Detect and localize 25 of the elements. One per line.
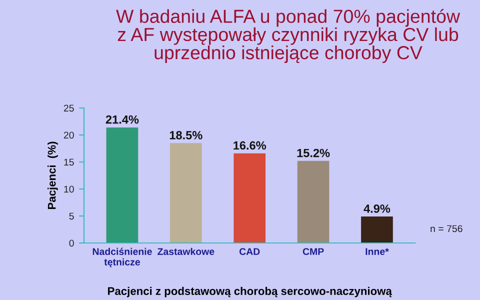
- bar: [170, 143, 202, 243]
- x-tick-label: Inne*: [366, 248, 389, 255]
- y-tick-label: 0: [69, 240, 74, 247]
- data-label: 21.4%: [106, 115, 139, 124]
- bar: [361, 216, 393, 243]
- data-label: 18.5%: [170, 131, 202, 140]
- y-tick-label: 25: [64, 104, 74, 112]
- x-tick-label: Nadciśnienie tętnicze: [92, 248, 152, 268]
- y-axis-title: Pacjenci (%): [48, 142, 58, 210]
- x-tick-label: CAD: [239, 248, 260, 255]
- y-tick-label: 15: [64, 158, 74, 166]
- data-label: 16.6%: [234, 141, 266, 150]
- bar: [234, 153, 266, 243]
- bar: [106, 127, 138, 243]
- text: n = 756: [430, 225, 462, 232]
- chart-title: W badaniu ALFA u ponad 70% pacjentów z AF występowały czynniki ryzyka CV lub uprzednio istniejące choroby CV: [116, 9, 460, 64]
- y-tick-label: 5: [69, 212, 74, 220]
- bar: [297, 160, 330, 243]
- y-tick-label: 20: [64, 132, 74, 139]
- data-label: 4.9%: [364, 204, 390, 213]
- x-tick-label: Zastawkowe: [158, 248, 214, 255]
- data-label: 15.2%: [297, 148, 330, 158]
- y-tick-label: 10: [64, 186, 74, 193]
- x-axis-title: Pacjenci z podstawową chorobą sercowo-naczyniową: [108, 286, 392, 298]
- x-tick-label: CMP: [302, 248, 324, 255]
